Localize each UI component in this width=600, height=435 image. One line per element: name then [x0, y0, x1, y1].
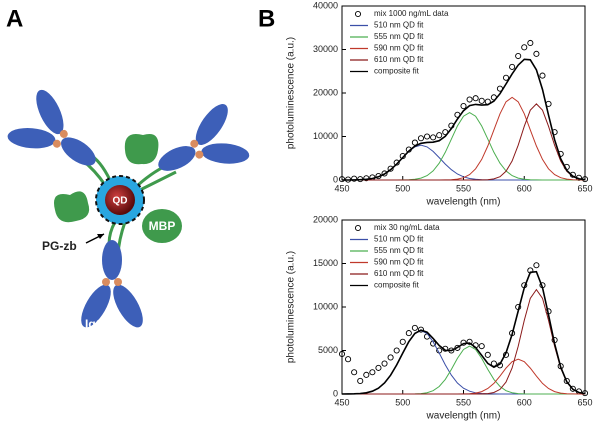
mbp-label: MBP — [149, 219, 176, 233]
data-point — [338, 176, 346, 183]
data-point — [472, 95, 479, 102]
linker-label: PG-zb — [42, 239, 77, 253]
data-point — [405, 330, 412, 337]
legend-label: 510 nm QD fit — [374, 235, 424, 244]
y-tick-label: 10000 — [313, 131, 338, 141]
legend-label: 590 nm QD fit — [374, 258, 424, 267]
x-tick-label: 650 — [577, 183, 592, 193]
legend-marker — [354, 10, 362, 18]
fit-line — [342, 345, 585, 395]
data-point — [369, 369, 376, 376]
data-point — [533, 262, 540, 269]
x-tick-label: 500 — [395, 183, 410, 193]
x-axis-title: wavelength (nm) — [426, 197, 501, 208]
data-point — [436, 132, 443, 139]
fit-line — [341, 270, 586, 395]
data-point — [399, 338, 406, 345]
legend-marker — [354, 224, 362, 232]
x-tick-label: 450 — [334, 183, 349, 193]
x-axis-title: wavelength (nm) — [426, 411, 501, 422]
data-point — [502, 74, 510, 81]
x-tick-label: 450 — [334, 397, 349, 407]
data-point — [466, 338, 473, 345]
legend-label: mix 30 ng/mL data — [374, 223, 440, 232]
x-tick-label: 550 — [456, 397, 471, 407]
y-axis-title: photoluminescence (a.u.) — [286, 251, 297, 363]
fit-line — [342, 103, 586, 181]
data-point — [338, 350, 346, 358]
y-tick-label: 20000 — [313, 214, 338, 224]
data-point — [569, 385, 576, 392]
data-point — [430, 340, 437, 347]
y-tick-label: 15000 — [313, 258, 338, 268]
fit-line — [342, 144, 585, 181]
data-point — [515, 52, 522, 60]
y-tick-label: 0 — [333, 388, 338, 398]
legend-label: 555 nm QD fit — [374, 32, 424, 41]
legend-label: 555 nm QD fit — [374, 246, 424, 255]
data-point — [393, 347, 400, 354]
x-tick-label: 600 — [517, 397, 532, 407]
data-point — [478, 343, 485, 350]
data-point — [563, 377, 570, 385]
x-tick-label: 500 — [395, 397, 410, 407]
data-point — [381, 360, 388, 367]
data-point — [423, 133, 431, 140]
data-point — [509, 63, 516, 70]
y-tick-label: 10000 — [313, 301, 338, 311]
data-point — [345, 356, 352, 363]
y-axis-title: photoluminescence (a.u.) — [286, 37, 297, 149]
x-tick-label: 600 — [517, 183, 532, 193]
data-point — [363, 371, 370, 378]
data-point — [527, 39, 534, 47]
legend-label: mix 1000 ng/mL data — [374, 9, 449, 18]
y-tick-label: 40000 — [313, 0, 338, 10]
fit-line — [342, 288, 586, 395]
data-point — [484, 351, 491, 358]
y-tick-label: 20000 — [313, 87, 338, 97]
data-point — [490, 360, 497, 367]
data-point — [387, 354, 394, 361]
y-tick-label: 5000 — [318, 345, 338, 355]
data-point — [539, 72, 546, 79]
qd-label: QD — [113, 196, 128, 207]
data-point — [460, 103, 467, 110]
data-point — [351, 175, 358, 182]
data-point — [381, 170, 388, 177]
panel-label: A — [6, 5, 23, 32]
fit-line — [342, 112, 585, 181]
qd-diagram: QD MBP PG-zb IgG — [0, 80, 258, 332]
legend-label: 590 nm QD fit — [374, 44, 424, 53]
y-tick-label: 0 — [333, 174, 338, 184]
data-point — [411, 324, 418, 331]
fit-line — [342, 58, 586, 181]
x-tick-label: 650 — [577, 397, 592, 407]
data-point — [533, 50, 540, 57]
data-point — [351, 369, 358, 376]
data-point — [417, 326, 425, 333]
legend-label: composite fit — [374, 67, 420, 76]
data-point — [387, 165, 394, 172]
data-point — [357, 377, 364, 385]
legend-label: 510 nm QD fit — [374, 21, 424, 30]
data-point — [466, 96, 473, 103]
legend-label: composite fit — [374, 281, 420, 290]
y-tick-label: 30000 — [313, 44, 338, 54]
data-point — [430, 134, 437, 141]
data-point — [411, 139, 418, 146]
legend-label: 610 nm QD fit — [374, 269, 424, 278]
data-point — [521, 44, 528, 51]
x-tick-label: 550 — [456, 183, 471, 193]
data-point — [417, 135, 425, 142]
antibody-label: IgG — [85, 317, 105, 331]
panel-label: B — [258, 5, 275, 32]
data-point — [478, 97, 485, 104]
data-point — [375, 364, 382, 371]
legend-label: 610 nm QD fit — [374, 55, 424, 64]
